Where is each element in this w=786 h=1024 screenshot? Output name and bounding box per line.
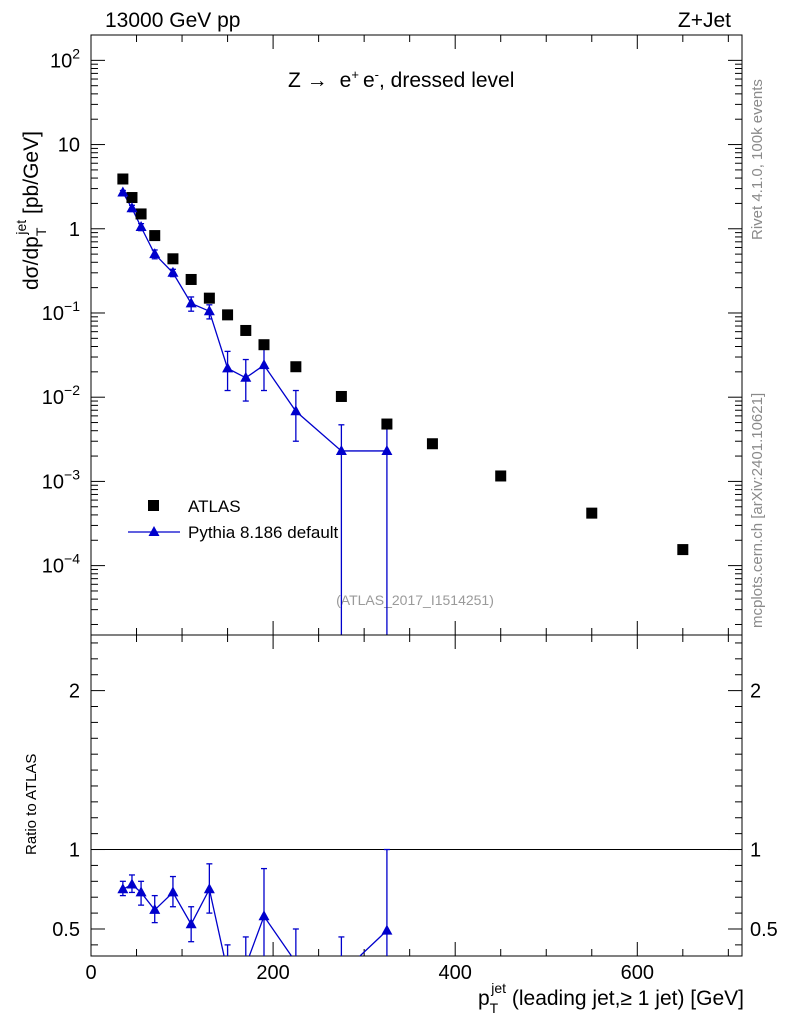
ratio-ticks bbox=[90, 635, 742, 956]
y-tick-label: 1 bbox=[69, 219, 80, 241]
x-axis-label: pTjet (leading jet,≥ 1 jet) [GeV] bbox=[478, 980, 744, 1016]
analysis-annotation: (ATLAS_2017_I1514251) bbox=[336, 592, 494, 608]
ratio-point bbox=[258, 910, 270, 921]
ratio-y-tick-labels: 0.5 0.5 1 1 2 2 bbox=[52, 681, 778, 941]
atlas-point bbox=[677, 544, 689, 556]
ratio-line bbox=[122, 883, 388, 956]
pythia-point bbox=[381, 444, 393, 455]
atlas-point bbox=[495, 470, 507, 482]
pythia-point bbox=[167, 266, 179, 277]
y-tick-label: 10−3 bbox=[42, 466, 80, 493]
x-tick-label: 600 bbox=[621, 962, 654, 984]
x-tick-label: 200 bbox=[256, 962, 289, 984]
pythia-point bbox=[335, 444, 347, 455]
atlas-point bbox=[117, 173, 129, 185]
y-tick-label: 0.5 bbox=[52, 919, 80, 941]
ratio-point bbox=[290, 956, 301, 966]
main-frame bbox=[90, 34, 743, 636]
pythia-point bbox=[135, 220, 147, 231]
ratio-point bbox=[240, 960, 251, 970]
atlas-point bbox=[185, 273, 197, 285]
ratio-point bbox=[336, 967, 347, 977]
atlas-point bbox=[149, 230, 161, 242]
atlas-point bbox=[126, 192, 138, 204]
header-right-label: Z+Jet bbox=[678, 9, 731, 32]
main-series bbox=[117, 173, 689, 635]
y-tick-label-right: 2 bbox=[750, 681, 761, 703]
pythia-point bbox=[222, 362, 234, 373]
main-title: Z → e+ e-, dressed level bbox=[288, 67, 514, 92]
ratio-point bbox=[185, 918, 197, 929]
main-y-tick-labels: 102 10 1 10−1 10−2 10−3 10−4 bbox=[42, 45, 80, 577]
atlas-point bbox=[135, 208, 147, 220]
atlas-point bbox=[426, 438, 438, 450]
x-tick-label: 400 bbox=[439, 962, 472, 984]
pythia-point bbox=[258, 359, 270, 370]
y-tick-label: 1 bbox=[69, 840, 80, 862]
y-tick-label: 10−2 bbox=[42, 382, 80, 409]
ratio-point bbox=[167, 886, 179, 897]
ratio-frame bbox=[90, 634, 743, 957]
legend: ATLAS Pythia 8.186 default bbox=[128, 497, 339, 542]
main-y-axis-label: dσ/dpTjet [pb/GeV] bbox=[13, 131, 49, 290]
y-tick-label-right: 1 bbox=[750, 840, 761, 862]
mcplots-label: mcplots.cern.ch [arXiv:2401.10621] bbox=[749, 393, 766, 628]
pythia-line bbox=[122, 192, 387, 452]
pythia-point bbox=[240, 371, 252, 382]
legend-pythia-label: Pythia 8.186 default bbox=[188, 523, 339, 542]
ratio-x-tick-labels: 0 200 400 600 bbox=[85, 962, 654, 984]
pythia-point bbox=[149, 248, 161, 259]
legend-pythia-marker bbox=[148, 526, 160, 536]
pythia-point bbox=[126, 202, 138, 213]
ratio-point bbox=[381, 924, 393, 935]
y-tick-label: 10 bbox=[58, 135, 80, 157]
atlas-point bbox=[258, 339, 270, 351]
atlas-point bbox=[586, 507, 598, 519]
ratio-point bbox=[149, 903, 161, 914]
legend-atlas-marker bbox=[148, 500, 159, 511]
legend-atlas-label: ATLAS bbox=[188, 497, 241, 516]
y-tick-label: 10−1 bbox=[42, 298, 80, 325]
atlas-point bbox=[167, 253, 179, 265]
x-tick-label: 0 bbox=[85, 962, 96, 984]
ratio-point bbox=[117, 883, 129, 894]
main-panel: 102 10 1 10−1 10−2 10−3 10−4 Z → e+ e-, dressed … bbox=[13, 34, 743, 636]
ratio-panel: 0.5 0.5 1 1 2 2 0 200 400 600 Ratio to ATLAS pTj… bbox=[23, 634, 778, 1016]
y-tick-label-right: 0.5 bbox=[750, 919, 778, 941]
pythia-point bbox=[203, 305, 215, 316]
atlas-point bbox=[240, 324, 252, 336]
ratio-y-axis-label: Ratio to ATLAS bbox=[23, 754, 40, 855]
header-left-label: 13000 GeV pp bbox=[105, 9, 240, 32]
y-tick-label: 10−4 bbox=[42, 551, 80, 578]
pythia-point bbox=[290, 405, 302, 416]
atlas-point bbox=[203, 292, 215, 304]
pythia-point bbox=[185, 297, 197, 308]
rivet-label: Rivet 4.1.0, 100k events bbox=[749, 79, 766, 240]
atlas-point bbox=[222, 309, 234, 321]
main-ticks bbox=[90, 34, 742, 635]
ratio-point bbox=[126, 878, 138, 889]
ratio-point bbox=[203, 883, 215, 894]
ratio-series bbox=[117, 848, 393, 977]
atlas-point bbox=[335, 390, 347, 402]
atlas-point bbox=[290, 361, 302, 373]
y-tick-label: 2 bbox=[69, 681, 80, 703]
atlas-point bbox=[381, 418, 393, 430]
ratio-point bbox=[135, 886, 147, 897]
ratio-point bbox=[222, 966, 233, 976]
pythia-point bbox=[117, 186, 129, 197]
y-tick-label: 102 bbox=[50, 45, 80, 72]
